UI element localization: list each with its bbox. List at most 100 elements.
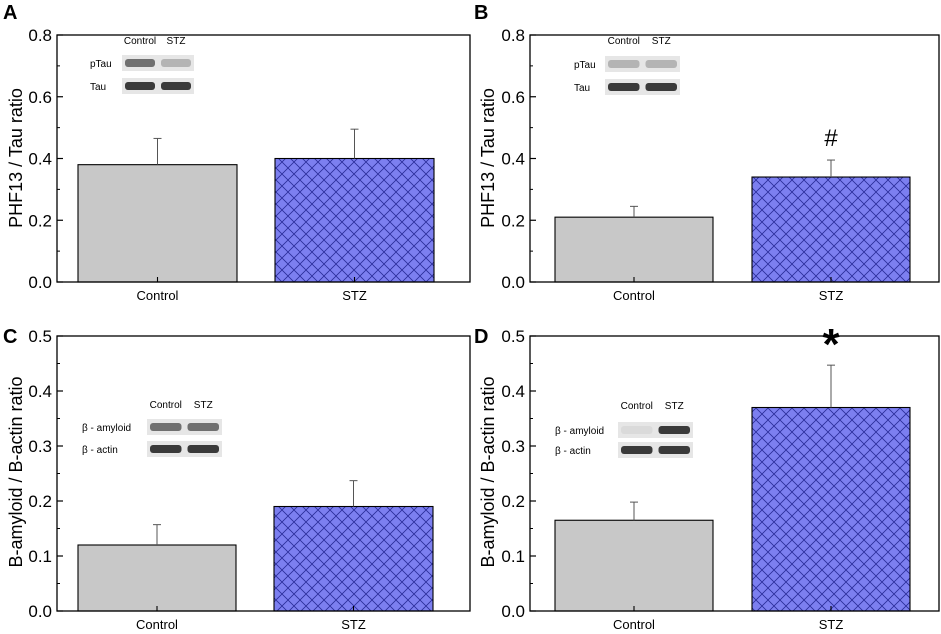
blot-band: [658, 426, 690, 434]
bar-stz: [274, 157, 435, 283]
blot-band: [187, 423, 219, 431]
panel-letter: B: [474, 2, 488, 24]
panel-c: C B-amyloid / B-actin ratio 0.0 0.1 0.2 0.3…: [3, 326, 471, 632]
y-axis-label: PHF13 / Tau ratio: [478, 88, 498, 228]
blot-band: [608, 60, 640, 68]
plot-frame: [529, 34, 940, 283]
bars: #: [554, 125, 911, 283]
x-category-label: Control: [136, 617, 178, 632]
bars: [77, 480, 434, 612]
blot-row-label: β - amyloid: [82, 423, 131, 434]
bar-control: [554, 519, 714, 612]
panel-d: D B-amyloid / B-actin ratio 0.0 0.1 0.2 0.3…: [474, 320, 940, 632]
y-tick-label: 0.0: [28, 273, 52, 292]
bar-control: [77, 164, 238, 283]
y-tick-label: 0.0: [501, 273, 525, 292]
blot-band: [125, 59, 155, 67]
y-tick-label: 0.1: [501, 547, 525, 566]
blot-row-label: β - amyloid: [555, 426, 604, 437]
bar-stz: [751, 176, 911, 283]
y-tick-label: 0.6: [28, 88, 52, 107]
y-tick-label: 0.4: [501, 382, 525, 401]
y-tick-label: 0.4: [501, 150, 525, 169]
y-tick-label: 0.1: [28, 547, 52, 566]
y-tick-label: 0.4: [28, 382, 52, 401]
panel-letter: C: [3, 326, 17, 348]
y-tick-label: 0.2: [501, 211, 525, 230]
bar-control: [77, 544, 237, 612]
blot-column-label: Control: [150, 400, 182, 411]
plot-frame: [56, 34, 471, 283]
x-category-label: Control: [613, 288, 655, 303]
significance-marker: #: [824, 125, 838, 152]
y-tick-label: 0.8: [28, 26, 52, 45]
y-tick-label: 0.6: [501, 88, 525, 107]
blot-band: [621, 446, 653, 454]
western-blot-inset: Control STZ β - amyloid β - actin: [82, 400, 222, 457]
y-tick-label: 0.0: [501, 602, 525, 621]
blot-row-label: pTau: [574, 60, 596, 71]
blot-band: [150, 445, 182, 453]
blot-row-label: Tau: [574, 83, 590, 94]
x-category-label: Control: [137, 288, 179, 303]
western-blot-inset: Control STZ pTau Tau: [574, 36, 680, 95]
blot-row-label: β - actin: [555, 446, 591, 457]
category-labels: Control STZ: [613, 606, 843, 632]
x-category-label: STZ: [342, 288, 367, 303]
bars: [77, 128, 435, 283]
y-tick-label: 0.4: [28, 150, 52, 169]
western-blot-inset: Control STZ β - amyloid β - actin: [555, 401, 693, 458]
bar-control: [554, 216, 714, 283]
y-tick-label: 0.2: [501, 492, 525, 511]
y-axis-ticks: 0.0 0.1 0.2 0.3 0.4 0.5: [28, 327, 63, 621]
panel-b: B PHF13 / Tau ratio 0.0 0.2 0.4 0.6 0.8 # Co…: [474, 2, 940, 303]
blot-band: [621, 426, 653, 434]
category-labels: Control STZ: [613, 277, 843, 303]
blot-column-label: Control: [608, 36, 640, 47]
panel-letter: A: [3, 2, 17, 24]
y-axis-label: B-amyloid / B-actin ratio: [478, 376, 498, 567]
blot-column-label: STZ: [652, 36, 671, 47]
bar-stz: [273, 505, 434, 612]
y-tick-label: 0.5: [501, 327, 525, 346]
bars: *: [554, 320, 911, 612]
blot-band: [608, 83, 640, 91]
x-category-label: STZ: [819, 617, 844, 632]
blot-band: [187, 445, 219, 453]
blot-band: [645, 83, 677, 91]
blot-row-label: Tau: [90, 82, 106, 93]
y-tick-label: 0.2: [28, 492, 52, 511]
y-tick-label: 0.8: [501, 26, 525, 45]
x-category-label: STZ: [341, 617, 366, 632]
y-tick-label: 0.2: [28, 211, 52, 230]
blot-column-label: Control: [124, 36, 156, 47]
y-tick-label: 0.5: [28, 327, 52, 346]
x-category-label: Control: [613, 617, 655, 632]
blot-column-label: STZ: [194, 400, 213, 411]
plot-frame: [529, 335, 940, 612]
panel-letter: D: [474, 326, 488, 348]
y-axis-label: PHF13 / Tau ratio: [6, 88, 26, 228]
blot-band: [645, 60, 677, 68]
y-tick-label: 0.0: [28, 602, 52, 621]
blot-band: [150, 423, 182, 431]
significance-marker: *: [822, 320, 840, 369]
blot-band: [161, 82, 191, 90]
blot-row-label: pTau: [90, 59, 112, 70]
plot-frame: [56, 335, 471, 612]
blot-column-label: STZ: [665, 401, 684, 412]
blot-band: [161, 59, 191, 67]
y-tick-label: 0.3: [28, 437, 52, 456]
category-labels: Control STZ: [136, 606, 366, 632]
y-axis-ticks: 0.0 0.1 0.2 0.3 0.4 0.5: [501, 327, 536, 621]
x-category-label: STZ: [819, 288, 844, 303]
bar-stz: [751, 406, 911, 612]
blot-band: [658, 446, 690, 454]
y-axis-ticks: 0.0 0.2 0.4 0.6 0.8: [501, 26, 536, 292]
category-labels: Control STZ: [137, 277, 367, 303]
blot-column-label: STZ: [167, 36, 186, 47]
panel-a: A PHF13 / Tau ratio 0.0 0.2 0.4 0.6 0.8 Cont…: [3, 2, 471, 303]
y-axis-label: B-amyloid / B-actin ratio: [6, 376, 26, 567]
blot-band: [125, 82, 155, 90]
